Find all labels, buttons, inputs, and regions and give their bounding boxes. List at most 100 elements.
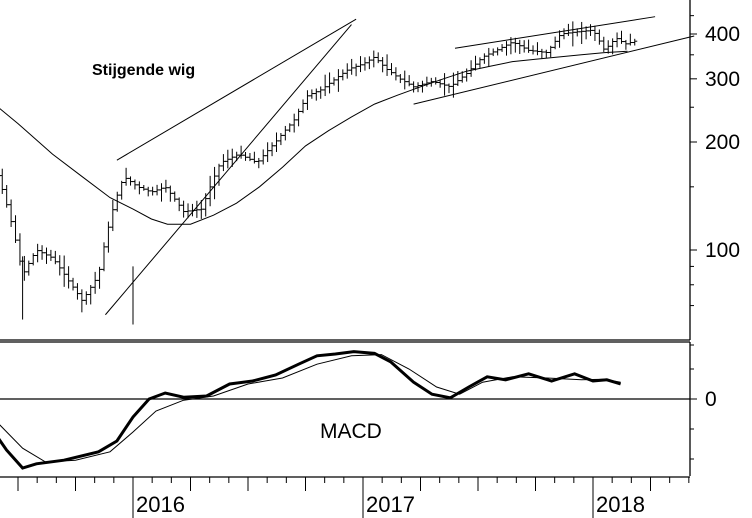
ohlc-bar — [136, 181, 142, 195]
x-tick-label-2017: 2017 — [366, 492, 415, 517]
ohlc-bar — [375, 52, 381, 64]
ohlc-bar — [340, 69, 346, 81]
ohlc-bar — [495, 47, 501, 56]
ohlc-bar — [141, 185, 147, 191]
x-tick-label-2016: 2016 — [136, 492, 185, 517]
ohlc-bar — [499, 44, 505, 52]
macd-label: MACD — [320, 420, 382, 443]
ohlc-bar — [97, 266, 103, 289]
ohlc-bar — [243, 152, 249, 161]
x-tick-label-2018: 2018 — [596, 492, 645, 517]
ohlc-bar — [8, 199, 14, 227]
ohlc-bar — [313, 88, 319, 101]
ohlc-bar — [388, 63, 394, 76]
ohlc-bar — [150, 186, 156, 196]
ohlc-bar — [61, 255, 67, 287]
ohlc-bar — [627, 33, 633, 46]
ohlc-bar — [309, 89, 315, 99]
ohlc-bar — [353, 63, 359, 77]
price-tick-label-300: 300 — [705, 68, 740, 91]
macd-y-ticks: 0 — [690, 344, 717, 460]
ohlc-bar — [70, 277, 76, 291]
ohlc-bar — [296, 108, 302, 127]
ohlc-bar — [43, 247, 49, 264]
ohlc-bar — [158, 183, 164, 202]
ohlc-bar — [278, 132, 284, 146]
ohlc-bar — [132, 179, 138, 190]
price-tick-label-100: 100 — [705, 239, 740, 262]
ohlc-bar — [335, 69, 341, 92]
ohlc-bar — [26, 260, 32, 276]
ohlc-bar — [481, 53, 487, 64]
ohlc-bar — [198, 199, 204, 219]
ohlc-bar — [570, 21, 576, 47]
ohlc-bar — [251, 151, 257, 164]
ohlc-bar — [57, 255, 63, 276]
ohlc-bar — [561, 28, 567, 40]
trendline-2 — [105, 24, 352, 316]
ohlc-bar — [287, 123, 293, 133]
ohlc-bar — [229, 148, 235, 167]
ohlc-bar — [101, 242, 107, 272]
ohlc-bar — [327, 72, 333, 94]
ohlc-bar — [66, 266, 72, 289]
ohlc-bar — [119, 180, 125, 200]
ohlc-bar — [4, 185, 10, 208]
ohlc-bar — [154, 184, 160, 196]
ohlc-bar — [0, 168, 5, 194]
ohlc-bar — [92, 271, 98, 294]
ohlc-bar — [220, 154, 226, 172]
ohlc-bar — [74, 283, 80, 300]
ohlc-bar — [358, 56, 364, 73]
ohlc-bar — [265, 142, 271, 163]
ohlc-bar — [366, 56, 372, 70]
ohlc-bar — [402, 70, 408, 90]
ohlc-bar — [468, 60, 474, 77]
ohlc-bar — [52, 250, 58, 265]
ohlc-bar — [530, 45, 536, 55]
ohlc-bar — [490, 48, 496, 57]
ohlc-bar — [614, 32, 620, 48]
ohlc-bar — [521, 40, 527, 53]
ohlc-bar — [380, 57, 386, 73]
ohlc-bar — [618, 30, 624, 44]
price-tick-label-400: 400 — [705, 23, 740, 46]
ohlc-bar — [300, 99, 306, 114]
ohlc-bar — [17, 233, 23, 266]
ohlc-bar — [260, 149, 266, 165]
ohlc-bar — [344, 63, 350, 79]
price-y-ticks: 100 200 300 400 — [690, 15, 740, 307]
ohlc-bar — [362, 57, 368, 71]
ohlc-bar — [212, 166, 218, 200]
chart-title: Stijgende wig — [92, 62, 195, 79]
ohlc-bar — [331, 77, 337, 86]
ohlc-bar — [517, 39, 523, 54]
ohlc-bar — [79, 289, 85, 313]
macd-signal-line — [0, 354, 621, 463]
ohlc-bar — [35, 243, 41, 263]
ohlc-bar — [473, 55, 479, 71]
ohlc-bar — [269, 142, 275, 157]
ohlc-bar — [446, 83, 452, 94]
ohlc-bar — [163, 179, 169, 193]
ohlc-bar — [623, 39, 629, 50]
ohlc-bar — [543, 49, 549, 59]
ohlc-bar — [322, 74, 328, 97]
ohlc-bar — [534, 42, 540, 56]
ohlc-bar — [167, 185, 173, 202]
ohlc-bar — [371, 50, 377, 68]
ohlc-bar — [393, 67, 399, 81]
ohlc-bar — [83, 291, 89, 305]
ohlc-bar — [526, 39, 532, 53]
price-bars — [0, 21, 638, 325]
ohlc-bar — [110, 199, 116, 232]
ohlc-bar — [512, 37, 518, 53]
ohlc-bar — [203, 193, 209, 217]
ohlc-bar — [552, 36, 558, 50]
ohlc-bar — [632, 38, 638, 46]
moving-average-line — [0, 50, 628, 225]
ohlc-bar — [588, 24, 594, 36]
ohlc-bar — [592, 25, 598, 41]
price-panel: 100 200 300 400 Stijgende wig — [0, 0, 740, 341]
